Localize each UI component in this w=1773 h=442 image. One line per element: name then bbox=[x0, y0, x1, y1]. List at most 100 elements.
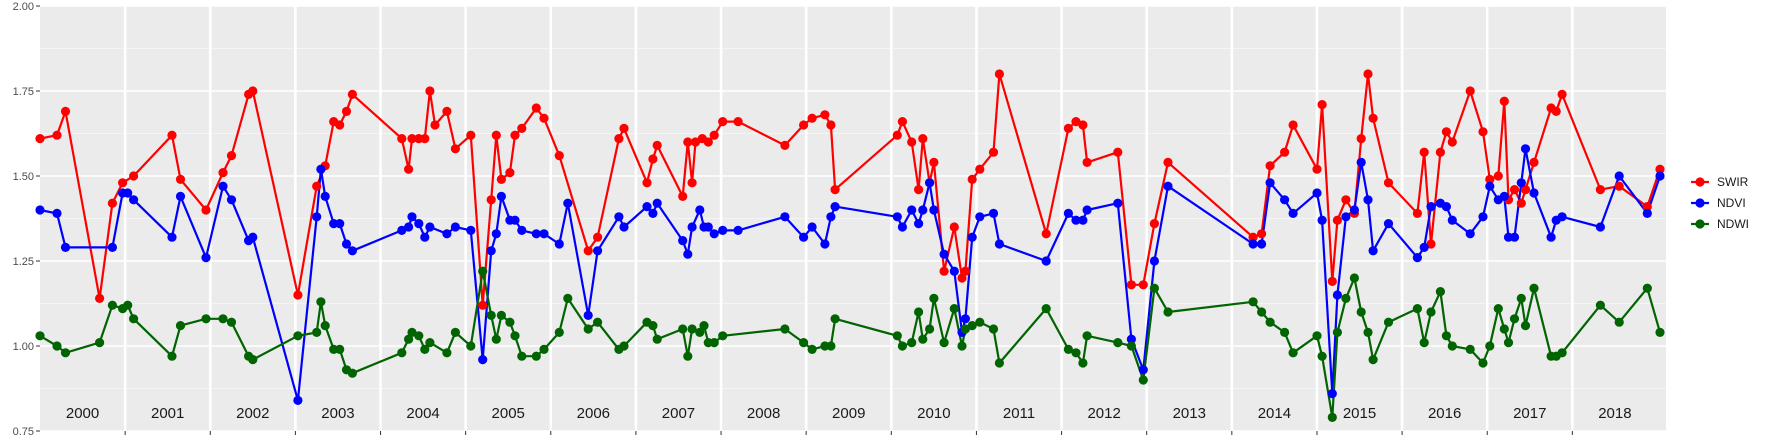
data-point-swir bbox=[642, 178, 652, 188]
y-tick-label: 1.00 bbox=[13, 341, 34, 353]
legend-key-point bbox=[1695, 219, 1705, 229]
data-point-swir bbox=[1149, 219, 1159, 229]
data-point-swir bbox=[129, 171, 139, 181]
data-point-ndvi bbox=[1113, 198, 1123, 208]
data-point-swir bbox=[1595, 185, 1605, 195]
legend-label: SWIR bbox=[1717, 175, 1749, 189]
data-point-ndwi bbox=[709, 338, 719, 348]
data-point-swir bbox=[799, 120, 809, 130]
year-label: 2018 bbox=[1598, 405, 1631, 422]
data-point-swir bbox=[531, 103, 541, 113]
data-point-swir bbox=[430, 120, 440, 130]
data-point-ndvi bbox=[486, 246, 496, 256]
data-point-swir bbox=[1509, 185, 1520, 195]
data-point-swir bbox=[1485, 174, 1495, 184]
data-point-ndvi bbox=[1614, 171, 1624, 181]
data-point-ndvi bbox=[1349, 205, 1359, 215]
data-point-ndvi bbox=[1499, 191, 1509, 201]
data-point-ndvi bbox=[683, 249, 693, 259]
data-point-swir bbox=[60, 106, 71, 116]
data-point-swir bbox=[539, 113, 549, 123]
data-point-ndwi bbox=[201, 314, 211, 324]
data-point-ndwi bbox=[925, 324, 935, 334]
data-point-ndvi bbox=[52, 208, 62, 218]
data-point-ndvi bbox=[994, 239, 1005, 249]
data-point-ndwi bbox=[939, 338, 949, 348]
data-point-swir bbox=[1363, 69, 1373, 79]
data-point-ndvi bbox=[312, 212, 322, 222]
data-point-ndvi bbox=[583, 310, 593, 320]
data-point-ndvi bbox=[496, 191, 506, 201]
data-point-ndvi bbox=[218, 181, 228, 191]
data-point-ndwi bbox=[807, 344, 817, 354]
data-point-ndvi bbox=[1520, 144, 1531, 154]
data-point-swir bbox=[1516, 198, 1526, 208]
data-point-ndvi bbox=[1485, 181, 1495, 191]
data-point-ndwi bbox=[1441, 331, 1451, 341]
data-point-swir bbox=[1447, 137, 1457, 147]
data-point-swir bbox=[1478, 127, 1488, 137]
legend-key-point bbox=[1695, 198, 1705, 208]
data-point-swir bbox=[1368, 113, 1378, 123]
data-point-ndwi bbox=[1265, 317, 1275, 327]
data-point-ndwi bbox=[407, 327, 417, 337]
data-point-swir bbox=[335, 120, 345, 130]
data-point-ndwi bbox=[404, 334, 414, 344]
series-layer bbox=[35, 69, 1665, 422]
data-point-ndvi bbox=[820, 239, 830, 249]
y-tick-label: 0.75 bbox=[13, 426, 34, 438]
data-point-swir bbox=[820, 110, 830, 120]
data-point-ndvi bbox=[733, 225, 743, 235]
data-point-swir bbox=[593, 232, 603, 242]
data-point-swir bbox=[491, 130, 501, 140]
data-point-ndwi bbox=[563, 293, 573, 303]
data-point-ndvi bbox=[897, 222, 908, 232]
data-point-swir bbox=[1063, 123, 1073, 133]
data-point-ndwi bbox=[107, 300, 117, 310]
data-point-swir bbox=[975, 164, 985, 174]
data-point-swir bbox=[690, 137, 701, 147]
data-point-ndwi bbox=[486, 310, 496, 320]
data-point-ndwi bbox=[1642, 283, 1652, 293]
data-point-swir bbox=[1078, 120, 1088, 130]
data-point-ndvi bbox=[1516, 178, 1526, 188]
data-point-ndwi bbox=[397, 348, 407, 358]
data-point-swir bbox=[1317, 100, 1327, 110]
data-point-ndvi bbox=[450, 222, 460, 232]
data-point-ndwi bbox=[967, 321, 977, 331]
data-point-ndwi bbox=[425, 338, 435, 348]
data-point-ndvi bbox=[167, 232, 177, 242]
data-point-ndwi bbox=[1257, 307, 1267, 317]
data-point-ndwi bbox=[1655, 327, 1665, 337]
data-point-swir bbox=[733, 117, 743, 127]
data-point-ndvi bbox=[175, 191, 186, 201]
data-point-ndvi bbox=[960, 314, 971, 324]
data-point-ndwi bbox=[619, 341, 629, 351]
data-point-swir bbox=[1520, 185, 1531, 195]
data-point-ndwi bbox=[496, 310, 506, 320]
data-point-ndwi bbox=[1412, 304, 1422, 314]
data-point-ndwi bbox=[1248, 297, 1258, 307]
data-point-swir bbox=[1529, 157, 1539, 167]
legend-label: NDVI bbox=[1717, 196, 1746, 210]
data-point-ndvi bbox=[1546, 232, 1556, 242]
data-point-ndwi bbox=[60, 348, 71, 358]
data-point-ndvi bbox=[1078, 215, 1088, 225]
data-point-swir bbox=[1265, 161, 1275, 171]
data-point-ndwi bbox=[1614, 317, 1624, 327]
data-point-ndwi bbox=[994, 358, 1005, 368]
y-axis: 0.75 1.00 1.25 1.50 1.75 2.00 bbox=[13, 1, 40, 438]
data-point-swir bbox=[1557, 89, 1567, 99]
data-point-ndvi bbox=[949, 266, 959, 276]
data-point-swir bbox=[652, 140, 662, 150]
data-point-ndvi bbox=[341, 239, 352, 249]
data-point-swir bbox=[897, 117, 908, 127]
data-point-swir bbox=[683, 137, 693, 147]
data-point-ndvi bbox=[1248, 239, 1258, 249]
data-point-ndwi bbox=[1499, 324, 1509, 334]
data-point-ndvi bbox=[593, 246, 603, 256]
data-point-ndvi bbox=[407, 212, 417, 222]
data-point-ndwi bbox=[167, 351, 177, 361]
y-tick-label: 1.50 bbox=[13, 171, 34, 183]
